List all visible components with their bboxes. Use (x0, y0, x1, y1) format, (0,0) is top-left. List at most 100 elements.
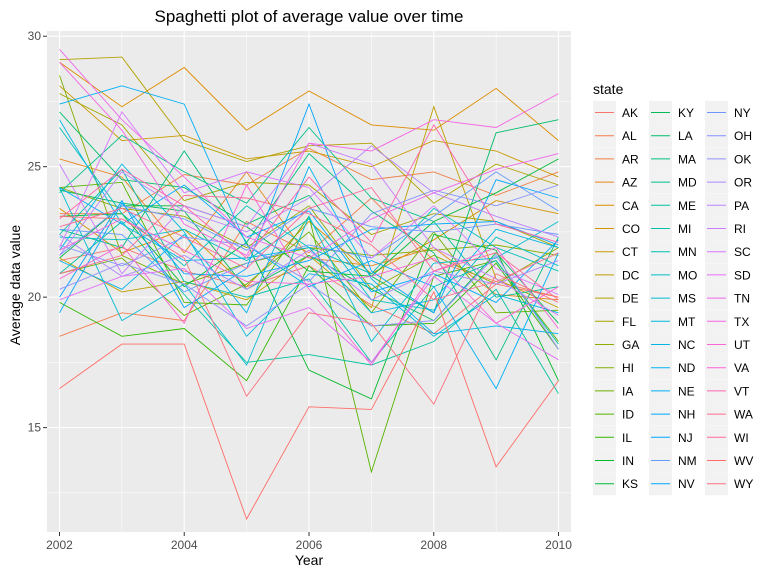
legend-label-sc: SC (734, 245, 751, 259)
legend: state AK AL AR AZ CA CO CT DC DE FL GA HI IA ID IL IN KS… (593, 81, 753, 496)
legend-label-nd: ND (678, 361, 696, 375)
series-line-fl (59, 93, 559, 249)
series-line-co (59, 200, 559, 288)
legend-label-id: ID (622, 408, 634, 422)
y-axis-title: Average data value (7, 225, 23, 346)
legend-label-ak: AK (622, 106, 638, 120)
legend-label-co: CO (622, 222, 640, 236)
y-tick-label: 30 (28, 29, 42, 43)
series-line-ma (59, 150, 559, 361)
series-line-pa (59, 145, 559, 256)
series-line-md (59, 126, 559, 298)
legend-label-wv: WV (734, 454, 753, 468)
legend-label-ri: RI (734, 222, 746, 236)
legend-label-wy: WY (734, 477, 753, 491)
series-lines (59, 49, 559, 521)
legend-label-nj: NJ (678, 431, 693, 445)
legend-label-vt: VT (734, 384, 750, 398)
series-line-wv (59, 290, 559, 521)
x-tick-label: 2010 (545, 538, 572, 552)
legend-label-in: IN (622, 454, 634, 468)
legend-label-va: VA (734, 361, 749, 375)
legend-label-tx: TX (734, 315, 749, 329)
series-line-il (59, 262, 559, 382)
legend-label-ms: MS (678, 292, 696, 306)
series-line-ia (59, 231, 559, 316)
x-tick-label: 2004 (171, 538, 198, 552)
legend-label-mn: MN (678, 245, 697, 259)
legend-label-nv: NV (678, 477, 695, 491)
series-line-nv (59, 202, 559, 314)
series-line-wy (59, 215, 559, 405)
series-line-me (59, 220, 559, 394)
series-line-la (59, 111, 559, 314)
x-axis-title: Year (295, 552, 324, 568)
legend-label-nc: NC (678, 338, 696, 352)
legend-label-wa: WA (734, 408, 753, 422)
legend-label-sd: SD (734, 268, 751, 282)
series-line-ar (59, 147, 559, 215)
legend-label-ok: OK (734, 152, 751, 166)
legend-label-al: AL (622, 129, 637, 143)
axes: 2002 2004 2006 2008 2010 15 20 25 30 (28, 29, 573, 552)
legend-label-tn: TN (734, 292, 750, 306)
series-line-in (59, 213, 559, 400)
legend-label-ca: CA (622, 199, 639, 213)
series-line-or (59, 234, 559, 301)
legend-label-hi: HI (622, 361, 634, 375)
series-line-nh (59, 184, 559, 303)
legend-label-nh: NH (678, 408, 695, 422)
legend-label-pa: PA (734, 199, 749, 213)
legend-label-or: OR (734, 176, 752, 190)
legend-label-ut: UT (734, 338, 751, 352)
y-tick-label: 15 (28, 421, 42, 435)
series-line-tx (59, 61, 559, 256)
series-line-ms (59, 187, 559, 366)
y-tick-label: 25 (28, 160, 42, 174)
series-line-ut (59, 218, 559, 324)
series-line-oh (59, 184, 559, 283)
x-tick-label: 2006 (296, 538, 323, 552)
series-line-sd (59, 268, 559, 364)
series-line-mi (59, 168, 559, 364)
legend-label-ks: KS (622, 477, 638, 491)
series-line-va (59, 184, 559, 366)
legend-label-mt: MT (678, 315, 696, 329)
legend-label-de: DE (622, 292, 639, 306)
legend-label-az: AZ (622, 176, 637, 190)
legend-label-la: LA (678, 129, 693, 143)
legend-title: state (593, 81, 624, 97)
series-line-vt (59, 124, 559, 259)
legend-label-oh: OH (734, 129, 752, 143)
series-line-wa (59, 194, 559, 301)
series-line-nj (59, 102, 559, 314)
legend-label-ny: NY (734, 106, 751, 120)
chart-title: Spaghetti plot of average value over tim… (154, 7, 463, 26)
series-line-mt (59, 163, 559, 338)
legend-label-ia: IA (622, 384, 633, 398)
legend-label-ct: CT (622, 245, 639, 259)
legend-label-ga: GA (622, 338, 639, 352)
legend-label-dc: DC (622, 268, 640, 282)
legend-label-mi: MI (678, 222, 691, 236)
legend-label-md: MD (678, 176, 697, 190)
legend-label-ne: NE (678, 384, 695, 398)
series-line-tn (59, 49, 559, 259)
legend-label-ma: MA (678, 152, 696, 166)
series-line-wi (59, 187, 559, 301)
legend-label-il: IL (622, 431, 632, 445)
x-tick-label: 2002 (46, 538, 73, 552)
y-tick-label: 20 (28, 290, 42, 304)
legend-label-wi: WI (734, 431, 749, 445)
legend-label-ky: KY (678, 106, 694, 120)
legend-label-mo: MO (678, 268, 697, 282)
legend-label-fl: FL (622, 315, 636, 329)
legend-label-me: ME (678, 199, 696, 213)
legend-label-nm: NM (678, 454, 697, 468)
legend-label-ar: AR (622, 152, 639, 166)
x-tick-label: 2008 (420, 538, 447, 552)
series-line-nm (59, 171, 559, 293)
series-line-ne (59, 85, 559, 390)
series-line-ca (59, 61, 559, 141)
